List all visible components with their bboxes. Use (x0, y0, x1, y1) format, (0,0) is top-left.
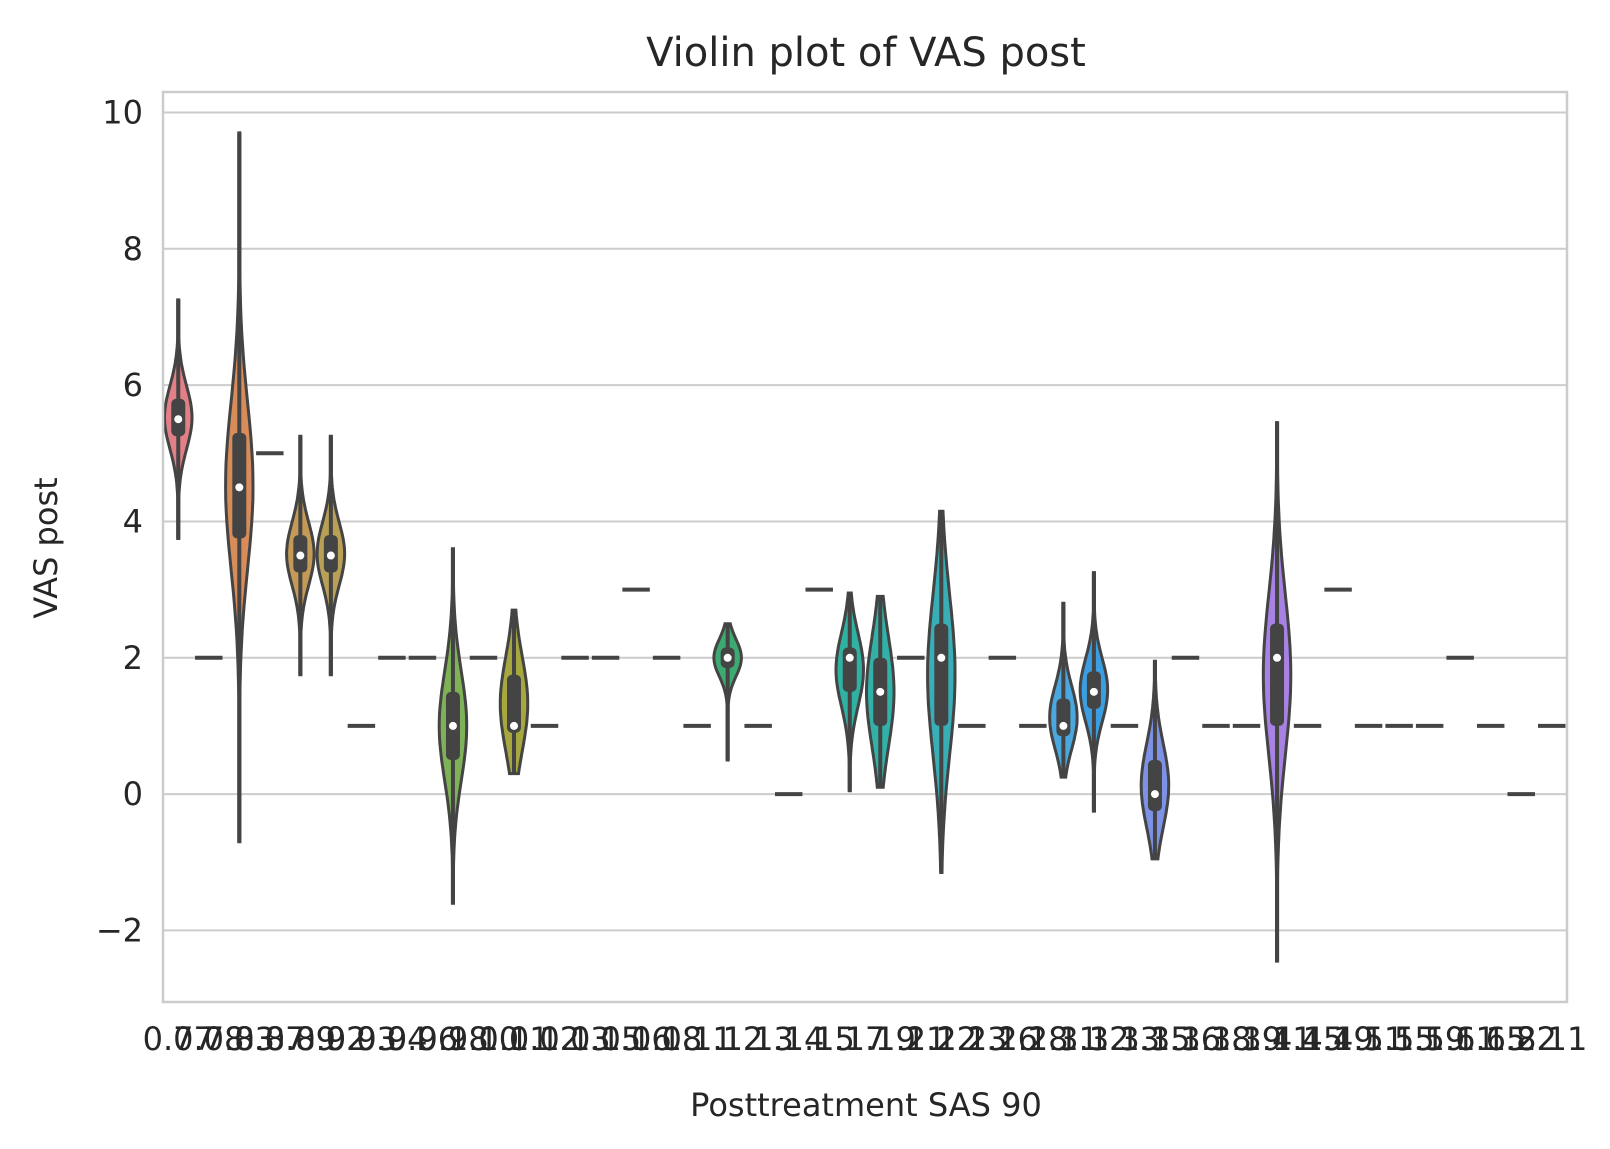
violin-median-point (723, 653, 732, 662)
violin-median-point (1089, 687, 1098, 696)
x-tick-label: 1.33 (1089, 1020, 1160, 1058)
violin-iqr-box (1270, 623, 1285, 726)
x-tick-label: 0.78 (173, 1020, 244, 1058)
violin-group (926, 509, 957, 874)
x-tick-label: 1.17 (814, 1020, 885, 1058)
x-tick-label: 0.83 (204, 1020, 275, 1058)
y-axis-label: VAS post (27, 477, 65, 618)
x-tick-label: 0.89 (265, 1020, 336, 1058)
y-tick-label: 8 (123, 230, 143, 268)
x-tick-label: 1.05 (570, 1020, 641, 1058)
violin-group (437, 547, 469, 905)
x-tick-label: 1.32 (1058, 1020, 1129, 1058)
violin-median-point (1150, 790, 1159, 799)
y-tick-label: 4 (123, 502, 143, 540)
violin-series (163, 131, 1566, 963)
y-tick-label: 0 (123, 775, 143, 813)
x-tick-label: 0.96 (387, 1020, 458, 1058)
violin-median-point (296, 551, 305, 560)
violin-group (1261, 421, 1293, 963)
violin-median-point (1273, 653, 1282, 662)
violin-group (224, 131, 255, 844)
x-tick-label: 1.12 (692, 1020, 763, 1058)
x-tick-label: 0.87 (234, 1020, 305, 1058)
y-tick-label: −2 (96, 911, 143, 949)
x-tick-label: 1.00 (448, 1020, 519, 1058)
violin-iqr-box (507, 674, 521, 733)
x-tick-label: 1.41 (1241, 1020, 1312, 1058)
x-tick-label: 1.11 (662, 1020, 733, 1058)
x-tick-label: 1.01 (478, 1020, 549, 1058)
violin-median-point (937, 653, 946, 662)
x-tick-label: 0.77 (143, 1020, 214, 1058)
x-tick-label: 1.02 (509, 1020, 580, 1058)
x-tick-label: 0.93 (326, 1020, 397, 1058)
violin-median-point (510, 721, 518, 730)
violin-group (285, 434, 316, 677)
x-tick-label: 1.08 (631, 1020, 702, 1058)
x-axis-ticks: 0.770.780.830.870.890.920.930.940.960.98… (143, 1020, 1588, 1058)
x-tick-label: 1.31 (1028, 1020, 1099, 1058)
y-axis-ticks: −2 0 2 4 6 8 10 (96, 93, 143, 949)
x-tick-label: 1.14 (753, 1020, 824, 1058)
violin-median-point (326, 551, 335, 560)
x-tick-label: 1.03 (539, 1020, 610, 1058)
violin-iqr-box (1056, 698, 1071, 737)
violin-group (1078, 571, 1110, 813)
y-tick-label: 2 (123, 639, 143, 677)
violin-median-point (1059, 721, 1068, 730)
x-tick-label: 1.82 (1486, 1020, 1557, 1058)
x-tick-label: 0.92 (295, 1020, 366, 1058)
x-tick-label: 1.59 (1394, 1020, 1465, 1058)
x-tick-label: 1.55 (1364, 1020, 1435, 1058)
violin-median-point (448, 721, 457, 730)
y-tick-label: 6 (123, 366, 143, 404)
x-tick-label: 1.19 (845, 1020, 916, 1058)
violin-group (315, 434, 347, 677)
x-tick-label: 1.49 (1302, 1020, 1373, 1058)
x-tick-label: 1.23 (936, 1020, 1007, 1058)
violin-iqr-box (1147, 760, 1162, 812)
violin-iqr-box (934, 623, 949, 726)
x-tick-label: 1.65 (1455, 1020, 1526, 1058)
violin-group (1139, 659, 1171, 861)
x-tick-label: 1.51 (1333, 1020, 1404, 1058)
x-tick-label: 1.45 (1272, 1020, 1343, 1058)
x-tick-label: 1.39 (1211, 1020, 1282, 1058)
x-axis-label: Posttreatment SAS 90 (690, 1086, 1042, 1124)
x-tick-label: 1.13 (723, 1020, 794, 1058)
violin-group (498, 608, 530, 776)
y-tick-label: 10 (102, 93, 143, 131)
x-tick-label: 1.36 (1150, 1020, 1221, 1058)
x-tick-label: 1.28 (997, 1020, 1068, 1058)
x-tick-label: 0.94 (356, 1020, 427, 1058)
x-tick-label: 1.61 (1425, 1020, 1496, 1058)
x-tick-label: 1.38 (1180, 1020, 1251, 1058)
violin-median-point (235, 483, 244, 492)
violin-group (865, 594, 896, 789)
x-tick-label: 1.22 (906, 1020, 977, 1058)
x-tick-label: 1.06 (600, 1020, 671, 1058)
violin-median-point (174, 415, 183, 424)
x-tick-label: 0.98 (417, 1020, 488, 1058)
x-tick-label: 1.26 (967, 1020, 1038, 1058)
violin-group (712, 622, 743, 762)
x-tick-label: 1.21 (875, 1020, 946, 1058)
x-tick-label: 1.35 (1119, 1020, 1190, 1058)
violin-group (1048, 601, 1079, 779)
x-tick-label: 1.15 (784, 1020, 855, 1058)
x-tick-label: 2.11 (1516, 1020, 1587, 1058)
violin-group (163, 298, 194, 540)
gridlines (163, 111, 1567, 932)
violin-median-point (876, 687, 885, 696)
violin-median-point (845, 653, 854, 662)
violin-group (834, 591, 866, 793)
plot-frame (161, 90, 1569, 1004)
chart-title: Violin plot of VAS post (646, 30, 1086, 76)
